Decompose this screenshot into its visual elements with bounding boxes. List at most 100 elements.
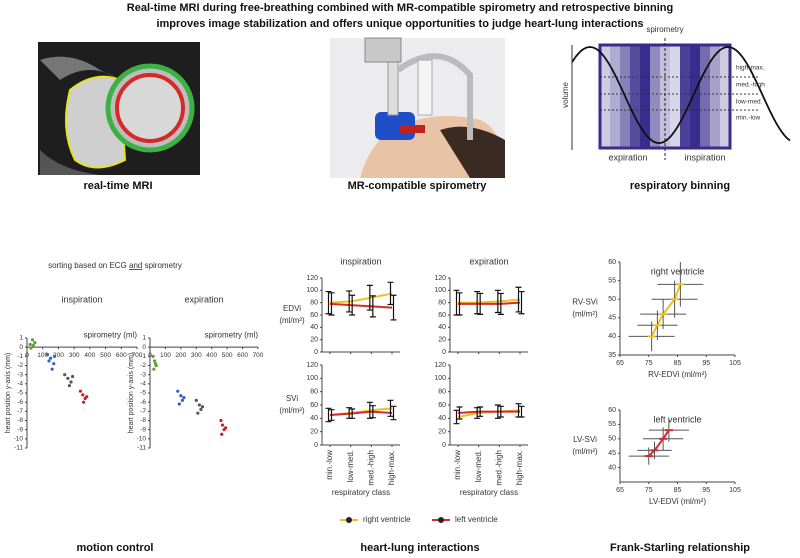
x-tick-label: 400	[206, 352, 217, 359]
y-tick-label: 45	[608, 315, 616, 322]
bin-level: high-max.	[736, 65, 765, 72]
y-tick-label: -10	[137, 436, 147, 443]
phase-label: inspiration	[684, 152, 725, 162]
x-tick-label: 0	[25, 352, 29, 359]
x-tick-label: 0	[148, 352, 152, 359]
y-tick-label: 55	[608, 277, 616, 284]
motion-note: sorting based on ECG and spirometry	[48, 261, 182, 270]
x-tick-label: 65	[616, 360, 624, 367]
title-line: improves image stabilization and offers …	[156, 18, 643, 30]
y-tick-label: 40	[310, 415, 318, 422]
x-tick-label: 85	[674, 487, 682, 494]
y-tick-label: 100	[434, 375, 446, 382]
x-tick-label: min.-low	[325, 450, 334, 480]
x-tick-label: 100	[160, 352, 171, 359]
binning-ylabel: volume	[561, 82, 570, 108]
error-bar	[369, 405, 376, 419]
y-tick-label: -2	[140, 362, 146, 369]
point	[28, 342, 32, 347]
x-axis-label: spirometry (ml)	[84, 330, 138, 339]
y-tick-label: 60	[310, 402, 318, 409]
y-tick-label: 55	[608, 421, 616, 428]
error-bar	[477, 406, 484, 417]
caption: Frank-Starling relationship	[610, 542, 750, 554]
point	[177, 402, 181, 406]
y-tick-label: 80	[438, 389, 446, 396]
series-line	[329, 292, 393, 304]
y-tick-label: 40	[438, 324, 446, 331]
bin-band	[710, 45, 720, 148]
y-tick-label: 60	[310, 312, 318, 319]
point	[47, 359, 51, 363]
y-tick-label: 60	[438, 312, 446, 319]
y-tick-label: -2	[17, 362, 23, 369]
point	[220, 432, 224, 436]
y-tick-label: 1	[19, 335, 23, 342]
phase-label: expiration	[608, 152, 647, 162]
panel-title: expiration	[469, 256, 508, 266]
point	[29, 346, 33, 350]
note-part: spirometry	[142, 261, 182, 270]
x-tick-label: 85	[674, 360, 682, 367]
binning-title: spirometry	[646, 25, 683, 34]
x-tick-label: 700	[132, 352, 143, 359]
bin-band	[680, 45, 690, 148]
caption: motion control	[77, 542, 154, 554]
error-bar	[494, 289, 501, 314]
x-tick-label: 700	[253, 352, 264, 359]
x-tick-label: 200	[175, 352, 186, 359]
x-axis-label: respiratory class	[332, 488, 390, 497]
y-tick-label: 60	[608, 259, 616, 266]
point	[66, 376, 70, 380]
y-axis-label: heart position y-axis (mm)	[128, 353, 135, 434]
bin-band	[670, 45, 680, 148]
y-tick-label: 120	[434, 362, 446, 369]
point	[31, 343, 35, 347]
point	[220, 423, 225, 427]
error-bar	[497, 292, 504, 315]
point	[200, 405, 205, 409]
error-bar	[346, 290, 353, 313]
chart-title: right ventricle	[651, 266, 705, 276]
x-tick-label: 300	[191, 352, 202, 359]
point	[69, 380, 73, 384]
caption: respiratory binning	[630, 180, 730, 192]
error-bar	[453, 409, 460, 425]
point	[153, 359, 157, 363]
bin-band	[600, 45, 610, 148]
point	[152, 367, 156, 371]
fit-line	[648, 429, 670, 457]
legend-label: left ventricle	[455, 515, 498, 524]
y-tick-label: 20	[310, 429, 318, 436]
error-bar	[456, 406, 463, 420]
bin-band	[640, 45, 650, 148]
y-tick-label: 45	[608, 450, 616, 457]
bin-band	[690, 45, 700, 148]
y-axis-label: heart position y-axis (mm)	[5, 353, 12, 434]
bin-band	[650, 45, 660, 148]
x-tick-label: 105	[729, 360, 741, 367]
legend-label: right ventricle	[363, 515, 411, 524]
point	[50, 367, 54, 371]
y-tick-label: -5	[17, 390, 23, 397]
y-axis-label: RV-SVi	[572, 298, 598, 307]
error-bar	[387, 281, 394, 306]
y-tick-label: -6	[140, 399, 146, 406]
caption: heart-lung interactions	[360, 542, 479, 554]
y-tick-label: -11	[137, 445, 146, 452]
y-axis-label: EDVi	[283, 304, 301, 313]
y-tick-label: -10	[14, 436, 24, 443]
point	[151, 354, 155, 358]
x-tick-label: high-max.	[515, 450, 524, 485]
x-tick-label: low-med.	[474, 450, 483, 482]
y-tick-label: -8	[17, 417, 23, 424]
point	[179, 394, 183, 398]
y-tick-label: -1	[140, 353, 146, 360]
y-tick-label: 40	[310, 324, 318, 331]
y-axis-label: LV-SVi	[573, 435, 597, 444]
bin-level: med.-high	[736, 82, 765, 89]
y-axis-label: SVi	[286, 394, 299, 403]
y-tick-label: 60	[608, 407, 616, 414]
error-bar	[474, 290, 481, 315]
